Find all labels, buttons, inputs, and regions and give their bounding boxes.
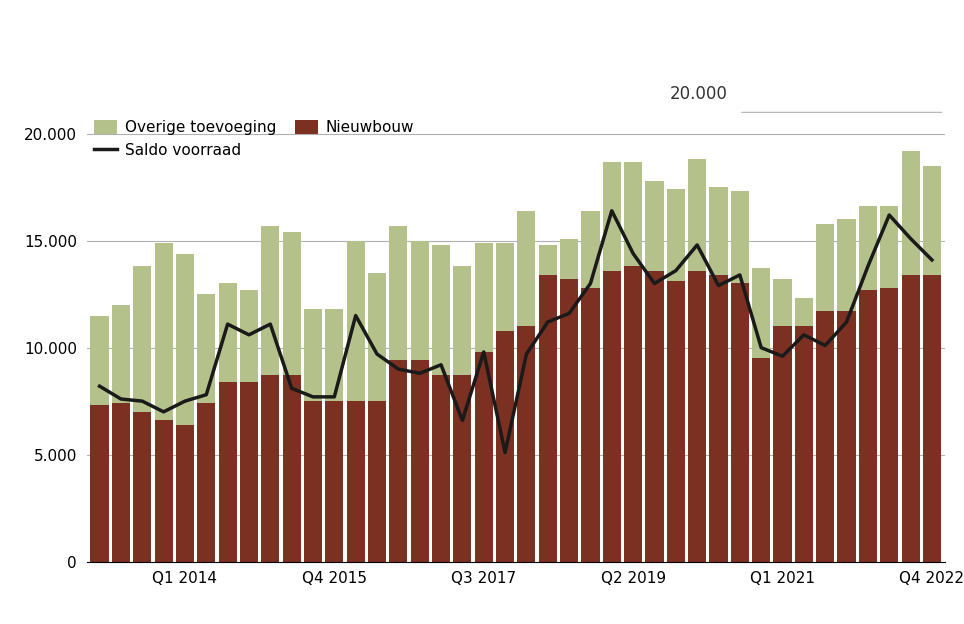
- Bar: [518, 211, 535, 326]
- Bar: [325, 401, 343, 562]
- Bar: [859, 207, 877, 290]
- Bar: [539, 275, 557, 562]
- Bar: [282, 376, 301, 562]
- Bar: [560, 238, 578, 279]
- Bar: [731, 192, 749, 283]
- Bar: [624, 266, 642, 562]
- Bar: [133, 412, 151, 562]
- Bar: [667, 189, 684, 281]
- Bar: [602, 162, 621, 271]
- Bar: [838, 219, 856, 311]
- Bar: [773, 279, 791, 326]
- Bar: [368, 273, 387, 401]
- Bar: [325, 309, 343, 401]
- Bar: [389, 226, 408, 361]
- Bar: [688, 159, 707, 271]
- Bar: [539, 245, 557, 275]
- Bar: [773, 326, 791, 562]
- Bar: [304, 401, 322, 562]
- Bar: [794, 298, 813, 326]
- Bar: [198, 294, 215, 403]
- Bar: [794, 326, 813, 562]
- Legend: Overige toevoeging, Saldo voorraad, Nieuwbouw: Overige toevoeging, Saldo voorraad, Nieu…: [94, 120, 414, 158]
- Bar: [219, 283, 237, 382]
- Bar: [518, 326, 535, 562]
- Bar: [154, 243, 173, 421]
- Bar: [304, 309, 322, 401]
- Bar: [710, 187, 728, 275]
- Bar: [91, 406, 109, 562]
- Bar: [731, 283, 749, 562]
- Bar: [667, 281, 684, 562]
- Text: 20.000: 20.000: [670, 85, 728, 104]
- Bar: [645, 181, 663, 271]
- Bar: [752, 358, 770, 562]
- Bar: [474, 352, 493, 562]
- Bar: [261, 226, 280, 376]
- Bar: [175, 253, 194, 425]
- Bar: [752, 268, 770, 358]
- Bar: [411, 241, 429, 361]
- Bar: [710, 275, 728, 562]
- Bar: [368, 401, 387, 562]
- Bar: [133, 266, 151, 412]
- Bar: [817, 223, 834, 311]
- Bar: [154, 421, 173, 562]
- Bar: [817, 311, 834, 562]
- Bar: [112, 305, 130, 403]
- Bar: [432, 245, 450, 376]
- Bar: [602, 271, 621, 562]
- Bar: [240, 290, 258, 382]
- Bar: [219, 382, 237, 562]
- Bar: [389, 361, 408, 562]
- Bar: [453, 376, 471, 562]
- Bar: [112, 403, 130, 562]
- Bar: [347, 241, 364, 401]
- Bar: [923, 275, 941, 562]
- Bar: [923, 166, 941, 275]
- Bar: [560, 279, 578, 562]
- Bar: [453, 266, 471, 376]
- Bar: [496, 243, 514, 331]
- Bar: [91, 316, 109, 406]
- Bar: [901, 275, 920, 562]
- Bar: [880, 207, 898, 288]
- Bar: [581, 288, 600, 562]
- Bar: [411, 361, 429, 562]
- Bar: [474, 243, 493, 352]
- Bar: [432, 376, 450, 562]
- Bar: [175, 425, 194, 562]
- Bar: [624, 162, 642, 266]
- Bar: [581, 211, 600, 288]
- Bar: [347, 401, 364, 562]
- Bar: [838, 311, 856, 562]
- Bar: [880, 288, 898, 562]
- Bar: [240, 382, 258, 562]
- Bar: [688, 271, 707, 562]
- Bar: [859, 290, 877, 562]
- Bar: [901, 151, 920, 275]
- Bar: [496, 331, 514, 562]
- Bar: [198, 403, 215, 562]
- Bar: [261, 376, 280, 562]
- Bar: [645, 271, 663, 562]
- Bar: [282, 232, 301, 376]
